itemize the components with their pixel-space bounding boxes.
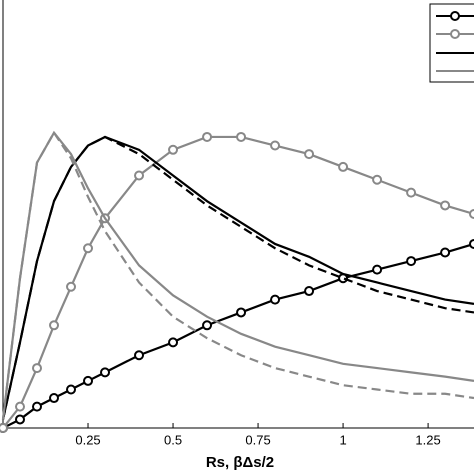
point [202, 320, 213, 331]
point [100, 367, 111, 378]
point [32, 363, 43, 374]
series-line [2, 135, 474, 429]
legend [429, 3, 474, 83]
point [83, 243, 94, 254]
point [469, 209, 474, 219]
point [304, 149, 315, 160]
x-tick-label: 0.25 [75, 432, 100, 447]
point [134, 170, 145, 181]
point [372, 174, 383, 185]
point [202, 131, 213, 142]
point [372, 264, 383, 275]
point [168, 144, 179, 155]
point [338, 161, 349, 172]
x-tick-label: 0.5 [164, 432, 182, 447]
point [66, 384, 77, 395]
x-tick-label: 1 [339, 432, 346, 447]
series-line [1, 130, 474, 420]
point [66, 281, 77, 292]
point [406, 187, 417, 198]
point [168, 337, 179, 348]
series-line [1, 130, 474, 420]
x-axis-label: Rs, βΔs/2 [206, 454, 274, 471]
point [236, 131, 247, 142]
point [15, 414, 26, 425]
point [270, 140, 281, 151]
point [469, 238, 474, 249]
series-line [2, 242, 474, 429]
legend-marker [450, 11, 460, 21]
point [304, 286, 315, 297]
point [49, 393, 60, 404]
point [236, 307, 247, 318]
point [49, 320, 60, 331]
point [15, 401, 26, 412]
point [440, 200, 451, 211]
point [134, 350, 145, 361]
point [83, 375, 94, 386]
point [406, 256, 417, 267]
point [440, 247, 451, 258]
x-tick-label: 0.75 [245, 432, 270, 447]
x-tick-label: 1.25 [415, 432, 440, 447]
point [270, 294, 281, 305]
point [0, 423, 8, 433]
series-line [1, 135, 474, 420]
point [32, 401, 43, 412]
legend-marker [450, 29, 460, 39]
